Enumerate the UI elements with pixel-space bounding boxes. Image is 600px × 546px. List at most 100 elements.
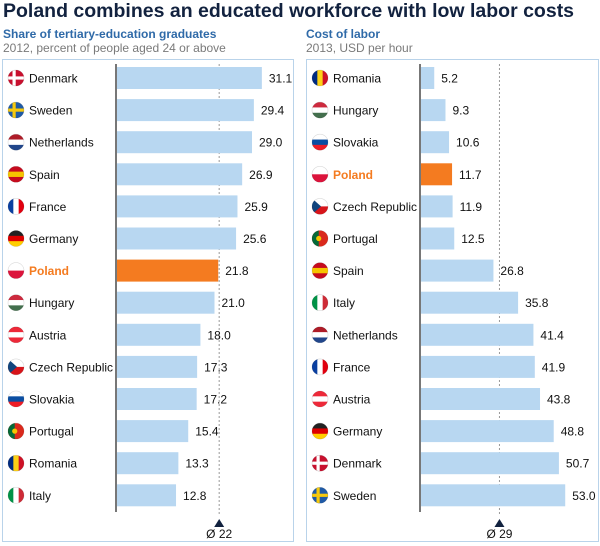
category-label: Denmark (333, 457, 383, 471)
left-chart-subtitle: 2012, percent of people aged 24 or above (3, 41, 226, 55)
bar-italy (420, 291, 519, 314)
value-label: 21.8 (225, 264, 249, 278)
bar-denmark (116, 67, 262, 89)
flag-icon-hungary (311, 101, 329, 119)
category-label: Portugal (29, 425, 74, 439)
flag-icon-romania (311, 69, 329, 87)
bar-poland (116, 259, 219, 282)
value-label: 12.5 (461, 232, 485, 246)
category-label: Netherlands (333, 328, 398, 342)
bar-austria (116, 323, 201, 346)
value-label: 25.9 (244, 200, 268, 214)
value-label: 41.4 (540, 328, 564, 342)
bar-portugal (116, 420, 189, 443)
value-label: 53.0 (572, 489, 596, 503)
bar-sweden (116, 99, 254, 122)
category-label: Austria (29, 328, 67, 342)
category-label: Poland (333, 168, 373, 182)
flag-icon-austria (311, 390, 329, 408)
flag-icon-denmark (311, 454, 329, 472)
value-label: 43.8 (547, 393, 571, 407)
value-label: 48.8 (561, 425, 585, 439)
flag-icon-denmark (7, 69, 25, 87)
category-label: Italy (29, 489, 51, 503)
flag-icon-sweden (311, 486, 329, 504)
category-label: France (29, 200, 67, 214)
flag-icon-spain (7, 166, 25, 183)
flag-icon-czech-republic (7, 358, 25, 376)
average-label: Ø 22 (206, 527, 232, 541)
category-label: Germany (333, 425, 382, 439)
flag-icon-poland (7, 262, 25, 279)
category-label: Romania (333, 72, 381, 86)
flag-icon-slovakia (311, 133, 329, 151)
flag-icon-spain (311, 262, 329, 279)
flag-icon-poland (311, 166, 329, 183)
bar-poland (420, 163, 453, 186)
bar-netherlands (116, 131, 253, 154)
bar-france (116, 195, 238, 218)
value-label: 18.0 (207, 328, 231, 342)
bar-romania (420, 67, 435, 89)
value-label: 21.0 (221, 296, 245, 310)
bar-spain (420, 259, 494, 282)
bar-france (420, 355, 535, 378)
chart-title: Poland combines an educated workforce wi… (3, 0, 575, 22)
bar-germany (116, 227, 237, 250)
category-label: Netherlands (29, 136, 94, 150)
category-label: Slovakia (29, 393, 75, 407)
bar-germany (420, 420, 554, 443)
category-label: Italy (333, 296, 355, 310)
bar-czech-republic (420, 195, 453, 218)
flag-icon-slovakia (7, 390, 25, 408)
value-label: 12.8 (183, 489, 207, 503)
average-marker-icon (494, 519, 505, 527)
bar-czech-republic (116, 355, 198, 378)
category-label: Czech Republic (333, 200, 417, 214)
category-label: Romania (29, 457, 77, 471)
right-chart-subtitle: 2013, USD per hour (306, 41, 413, 55)
value-label: 31.1 (269, 72, 293, 86)
value-label: 41.9 (542, 360, 566, 374)
value-label: 35.8 (525, 296, 549, 310)
value-label: 29.0 (259, 136, 283, 150)
value-label: 15.4 (195, 425, 219, 439)
bar-netherlands (420, 323, 534, 346)
flag-icon-portugal (7, 422, 25, 440)
value-label: 10.6 (456, 136, 480, 150)
flag-icon-france (7, 198, 25, 215)
value-label: 17.2 (204, 393, 228, 407)
flag-icon-france (311, 358, 329, 376)
flag-icon-netherlands (7, 133, 25, 151)
right-chart-panel: Romania 5.2 Hungary 9.3 Slovakia 10.6 Poland 11… (306, 59, 599, 542)
value-label: 26.8 (500, 264, 524, 278)
category-label: Hungary (29, 296, 74, 310)
value-label: 13.3 (185, 457, 209, 471)
flag-icon-portugal (311, 230, 329, 247)
category-label: Germany (29, 232, 78, 246)
category-label: Czech Republic (29, 360, 113, 374)
category-label: Spain (333, 264, 364, 278)
value-label: 50.7 (566, 457, 590, 471)
average-marker-icon (214, 519, 225, 527)
value-label: 5.2 (441, 72, 458, 86)
bar-hungary (420, 99, 446, 122)
flag-icon-czech-republic (311, 198, 329, 215)
category-label: Austria (333, 393, 371, 407)
bar-denmark (420, 452, 559, 475)
category-label: Portugal (333, 232, 378, 246)
value-label: 29.4 (261, 104, 285, 118)
category-label: Denmark (29, 72, 79, 86)
average-label: Ø 29 (486, 527, 512, 541)
flag-icon-netherlands (311, 326, 329, 344)
category-label: Slovakia (333, 136, 379, 150)
flag-icon-hungary (7, 294, 25, 311)
bar-romania (116, 452, 179, 475)
bar-slovakia (420, 131, 450, 154)
value-label: 11.9 (460, 200, 483, 214)
value-label: 9.3 (452, 104, 469, 118)
bar-sweden (420, 484, 566, 507)
flag-icon-sweden (7, 101, 25, 119)
value-label: 11.7 (459, 168, 482, 182)
flag-icon-germany (311, 422, 329, 440)
